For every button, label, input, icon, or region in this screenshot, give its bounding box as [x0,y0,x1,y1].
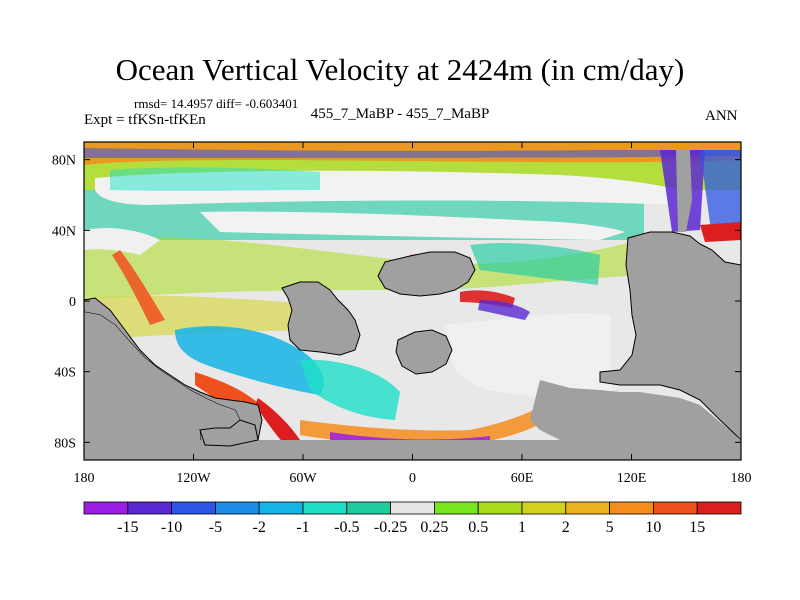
colorbar-level-label: 0.25 [420,519,448,536]
y-tick-label: 80S [54,436,76,451]
colorbar-swatch [83,501,129,515]
field-negative-east [470,243,600,285]
land-southeast-shelf [530,380,741,440]
cases-label: 455_7_MaBP - 455_7_MaBP [310,106,490,122]
experiment-label: Expt = tfKSn-tfKEn [84,112,206,128]
map-plot-area [84,142,741,460]
land-continent-a [281,281,361,356]
colorbar-level-label: 0.5 [468,519,488,536]
colorbar-level-label: 1 [518,519,526,536]
field-negative-south-mid [300,359,400,420]
x-tick-label: 120E [617,471,647,486]
field-weak-north-2 [200,211,625,240]
x-tick-label: 60E [511,471,534,486]
land-southern-tip [199,419,259,447]
field-strong-north-pacific [700,150,741,240]
x-tick-label: 180 [731,471,752,486]
colorbar-swatch [433,501,479,515]
colorbar-swatch [390,501,435,515]
chart-title: Ocean Vertical Velocity at 2424m (in cm/… [115,52,685,87]
colorbar-swatch [565,501,610,515]
field-weak-west [84,228,160,255]
field-peak-positive-southwest [255,398,300,445]
colorbar-level-label: -0.25 [374,519,407,536]
colorbar-level-label: -10 [161,519,182,536]
field-strong-west-margin [112,250,165,325]
colorbar-swatch [477,501,523,515]
colorbar-swatch [609,501,654,515]
colorbar-level-label: -0.5 [334,519,359,536]
colorbar-level-label: -15 [117,519,138,536]
colorbar-swatch [521,501,567,515]
colorbar-level-label: 10 [645,519,661,536]
field-strong-arctic-negative [84,148,741,158]
x-tick-label: 0 [409,471,416,486]
stats-line: rmsd= 14.4957 diff= -0.603401 [134,96,299,111]
field-band-tropics [84,237,640,300]
land-southwest [84,312,240,460]
colorbar-swatch [302,501,348,515]
axis-ticks: 180 120W 60W 0 60E 120E 180 80N 40N 0 40S 80S [52,142,752,486]
colorbar-level-label: -1 [296,519,309,536]
colorbar-level-label: -2 [253,519,266,536]
colorbar: -15 -10 -5 -2 -1 -0.5 -0.25 0.25 0.5 1 2 5 10 15 [83,501,742,536]
land-masses [84,150,741,460]
colorbar-swatch [696,501,742,515]
colorbar-swatch [346,501,391,515]
colorbar-swatch [171,501,216,515]
land-continent-b [377,251,476,297]
field-peak-positive-pacific [700,222,741,242]
field-weak-south-ocean [445,313,612,401]
field-strong-antarctic [300,395,565,446]
land-antarctica-edge [84,440,741,460]
y-tick-label: 80N [52,154,76,169]
x-tick-label: 120W [176,471,211,486]
field-negative-north-band [110,167,320,191]
colorbar-swatch [258,501,304,515]
field-negative-southwest [175,326,324,395]
colorbar-swatch [127,501,173,515]
y-tick-label: 40S [54,366,76,381]
land-east-continent [599,231,741,441]
land-island-c [395,329,453,375]
field-peak-negative-equator [478,300,530,320]
x-tick-label: 60W [289,471,317,486]
y-tick-label: 0 [69,295,76,310]
y-tick-label: 40N [52,224,76,239]
season-label: ANN [705,108,738,124]
colorbar-swatch [214,501,260,515]
colorbar-level-label: 5 [606,519,614,536]
colorbar-level-label: 2 [562,519,570,536]
colorbar-level-label: 15 [689,519,705,536]
colorbar-swatch [653,501,698,515]
land-north-pacific-strip [676,150,692,232]
colorbar-level-label: -5 [209,519,222,536]
x-tick-label: 180 [74,471,95,486]
